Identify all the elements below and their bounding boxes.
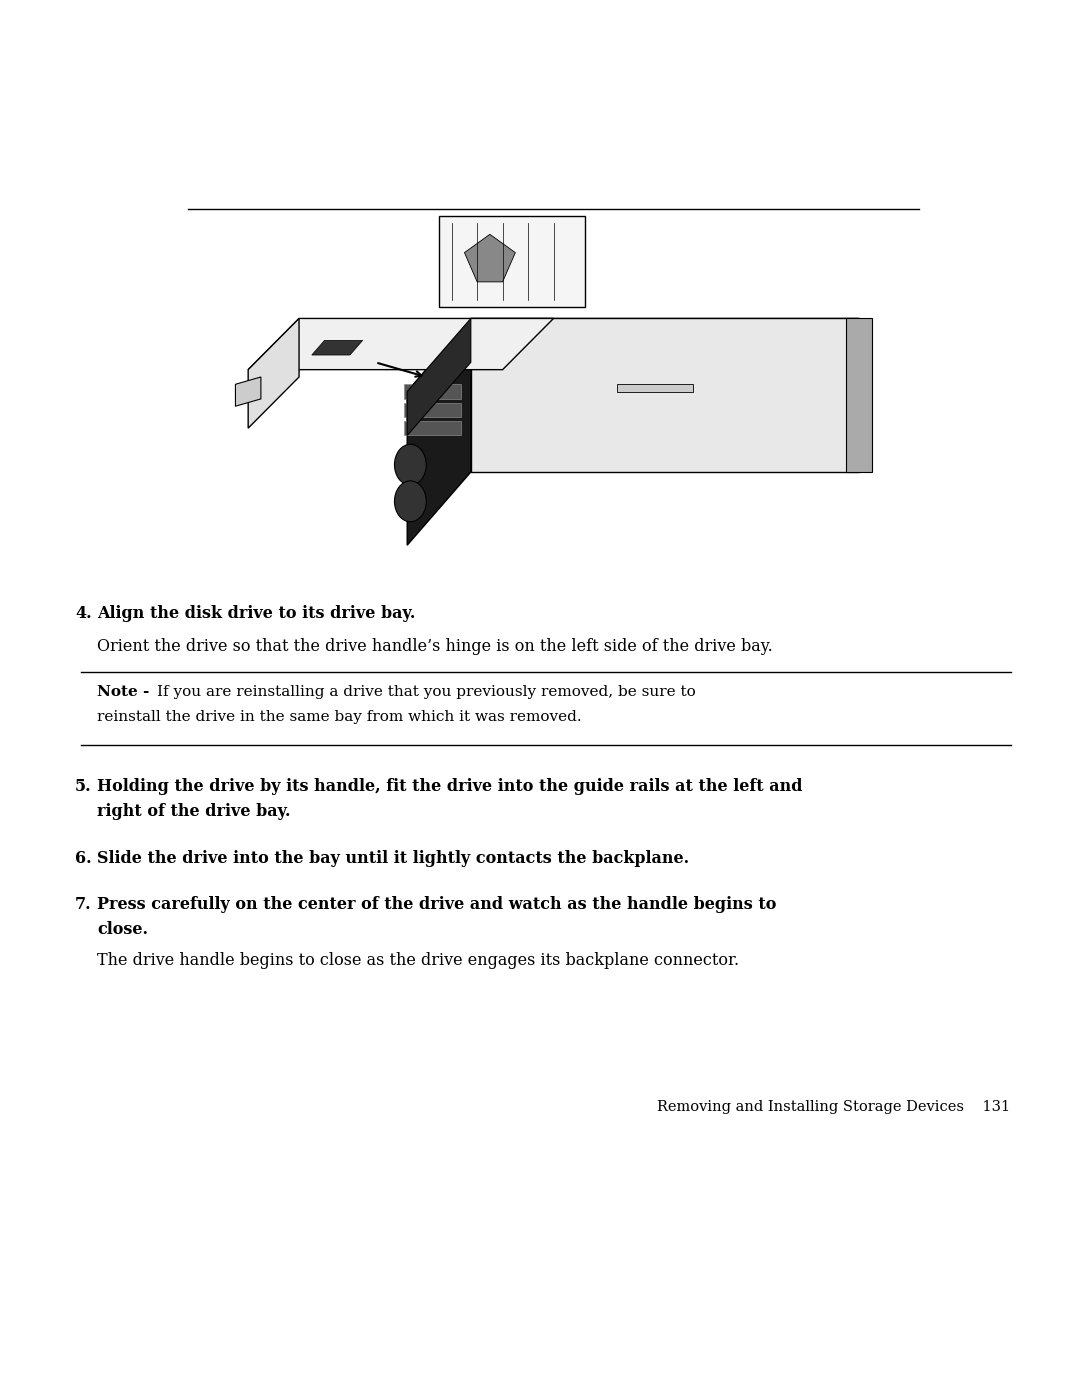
Polygon shape <box>404 402 461 418</box>
Text: If you are reinstalling a drive that you previously removed, be sure to: If you are reinstalling a drive that you… <box>157 685 696 698</box>
Text: 6.: 6. <box>76 849 92 868</box>
Text: close.: close. <box>97 921 148 937</box>
Text: Removing and Installing Storage Devices    131: Removing and Installing Storage Devices … <box>657 1099 1010 1113</box>
Text: 5.: 5. <box>76 778 92 795</box>
Text: Align the disk drive to its drive bay.: Align the disk drive to its drive bay. <box>97 605 416 622</box>
Polygon shape <box>312 341 363 355</box>
Text: Note -: Note - <box>97 685 149 698</box>
Polygon shape <box>248 319 299 427</box>
Polygon shape <box>404 384 461 400</box>
Text: 4.: 4. <box>76 605 92 622</box>
Text: 7.: 7. <box>76 895 92 914</box>
Polygon shape <box>471 319 859 472</box>
Polygon shape <box>235 377 261 407</box>
Polygon shape <box>404 420 461 436</box>
Polygon shape <box>407 319 471 545</box>
Polygon shape <box>407 319 471 436</box>
Polygon shape <box>407 319 859 391</box>
Polygon shape <box>846 319 872 472</box>
Text: Press carefully on the center of the drive and watch as the handle begins to: Press carefully on the center of the dri… <box>97 895 777 914</box>
Polygon shape <box>617 384 693 391</box>
Text: Holding the drive by its handle, fit the drive into the guide rails at the left : Holding the drive by its handle, fit the… <box>97 778 802 795</box>
Text: Orient the drive so that the drive handle’s hinge is on the left side of the dri: Orient the drive so that the drive handl… <box>97 638 773 655</box>
Polygon shape <box>248 319 554 370</box>
Polygon shape <box>464 235 515 282</box>
Circle shape <box>394 444 427 485</box>
Text: Slide the drive into the bay until it lightly contacts the backplane.: Slide the drive into the bay until it li… <box>97 849 689 868</box>
Circle shape <box>394 481 427 521</box>
Text: The drive handle begins to close as the drive engages its backplane connector.: The drive handle begins to close as the … <box>97 951 740 970</box>
Text: right of the drive bay.: right of the drive bay. <box>97 803 291 820</box>
Polygon shape <box>438 217 585 307</box>
Text: reinstall the drive in the same bay from which it was removed.: reinstall the drive in the same bay from… <box>97 710 582 724</box>
